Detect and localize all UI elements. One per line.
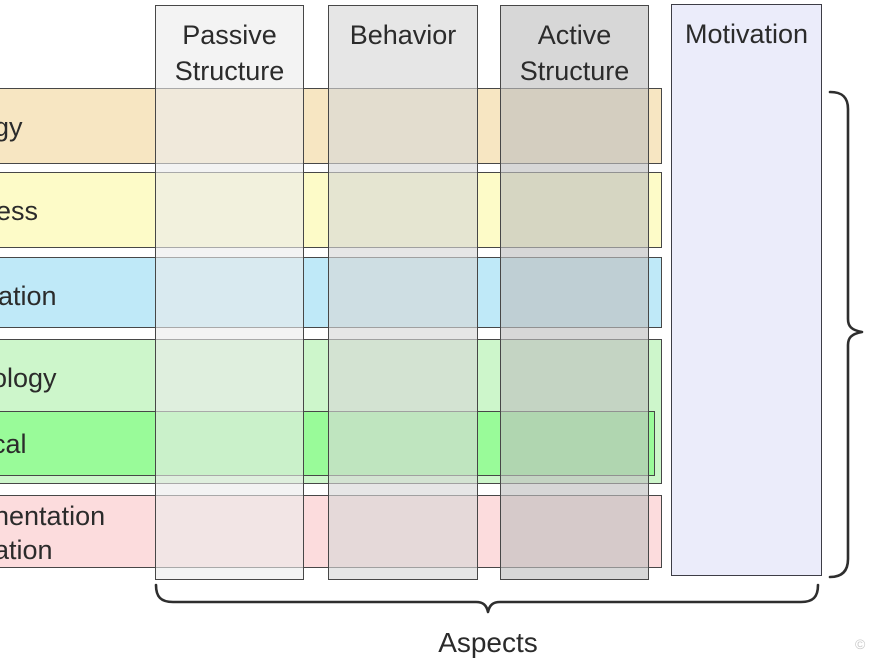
aspect-header-line: Passive [182, 20, 277, 50]
layer-label-implementation-line2: ation [0, 535, 53, 565]
layer-label-implementation-migration: nentation ation [0, 499, 105, 567]
aspect-header-motivation: Motivation [672, 5, 821, 52]
aspect-column-active-structure: Active Structure [500, 5, 649, 580]
copyright-mark: © [855, 636, 866, 652]
aspect-header-line: Active [537, 20, 612, 50]
aspect-header-passive-structure: Passive Structure [156, 6, 303, 89]
aspect-header-line: Structure [174, 56, 285, 86]
layer-label-technology: ology [0, 363, 57, 393]
aspect-header-line: Structure [519, 56, 630, 86]
aspect-column-behavior: Behavior [328, 5, 478, 580]
layers-brace [828, 90, 864, 579]
aspects-brace [154, 583, 820, 614]
layer-label-application: ation [0, 281, 57, 311]
aspect-column-motivation: Motivation [671, 4, 822, 576]
layer-label-business: ess [0, 196, 39, 226]
layer-label-implementation-line1: nentation [0, 501, 106, 531]
aspect-header-line: Behavior [349, 20, 457, 50]
layer-label-physical: cal [0, 429, 27, 459]
aspect-column-passive-structure: Passive Structure [155, 5, 304, 580]
aspect-header-behavior: Behavior [329, 6, 477, 53]
aspect-header-line: Motivation [684, 19, 809, 49]
layer-label-strategy: gy [0, 112, 23, 142]
aspects-label: Aspects [438, 627, 538, 658]
aspect-header-active-structure: Active Structure [501, 6, 648, 89]
